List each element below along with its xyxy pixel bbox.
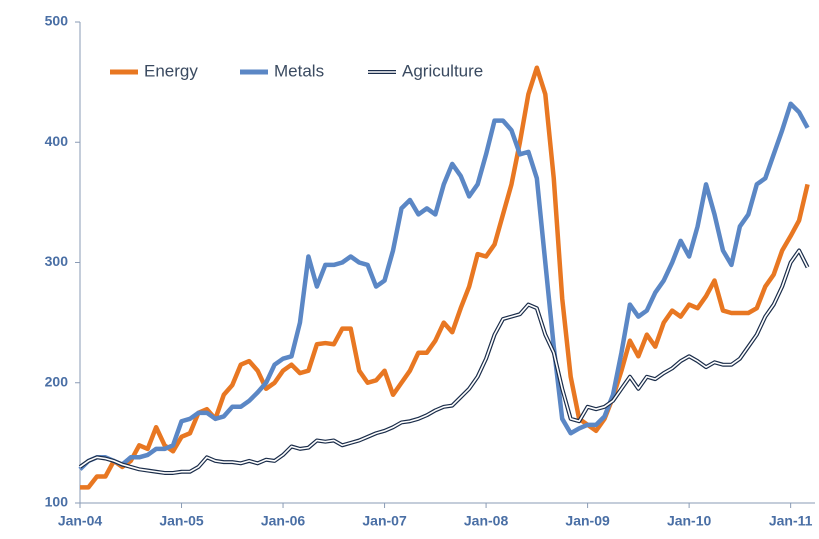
legend-label: Metals (274, 61, 324, 80)
x-tick-label: Jan-09 (565, 513, 610, 529)
x-tick-label: Jan-11 (769, 513, 813, 529)
y-tick-label: 200 (45, 373, 69, 389)
series-line (80, 65, 810, 490)
x-tick-label: Jan-10 (667, 513, 712, 529)
x-tick-label: Jan-08 (464, 513, 509, 529)
x-tick-label: Jan-04 (58, 513, 103, 529)
series-line-inner (79, 249, 809, 474)
series-line (78, 101, 810, 471)
y-tick-label: 500 (45, 13, 69, 29)
x-tick-label: Jan-06 (261, 513, 306, 529)
y-tick-label: 100 (45, 494, 69, 510)
x-tick-label: Jan-05 (159, 513, 204, 529)
y-tick-label: 300 (45, 253, 69, 269)
legend-label: Agriculture (402, 61, 483, 80)
legend-label: Energy (144, 61, 198, 80)
y-tick-label: 400 (45, 133, 69, 149)
x-tick-label: Jan-07 (362, 513, 407, 529)
